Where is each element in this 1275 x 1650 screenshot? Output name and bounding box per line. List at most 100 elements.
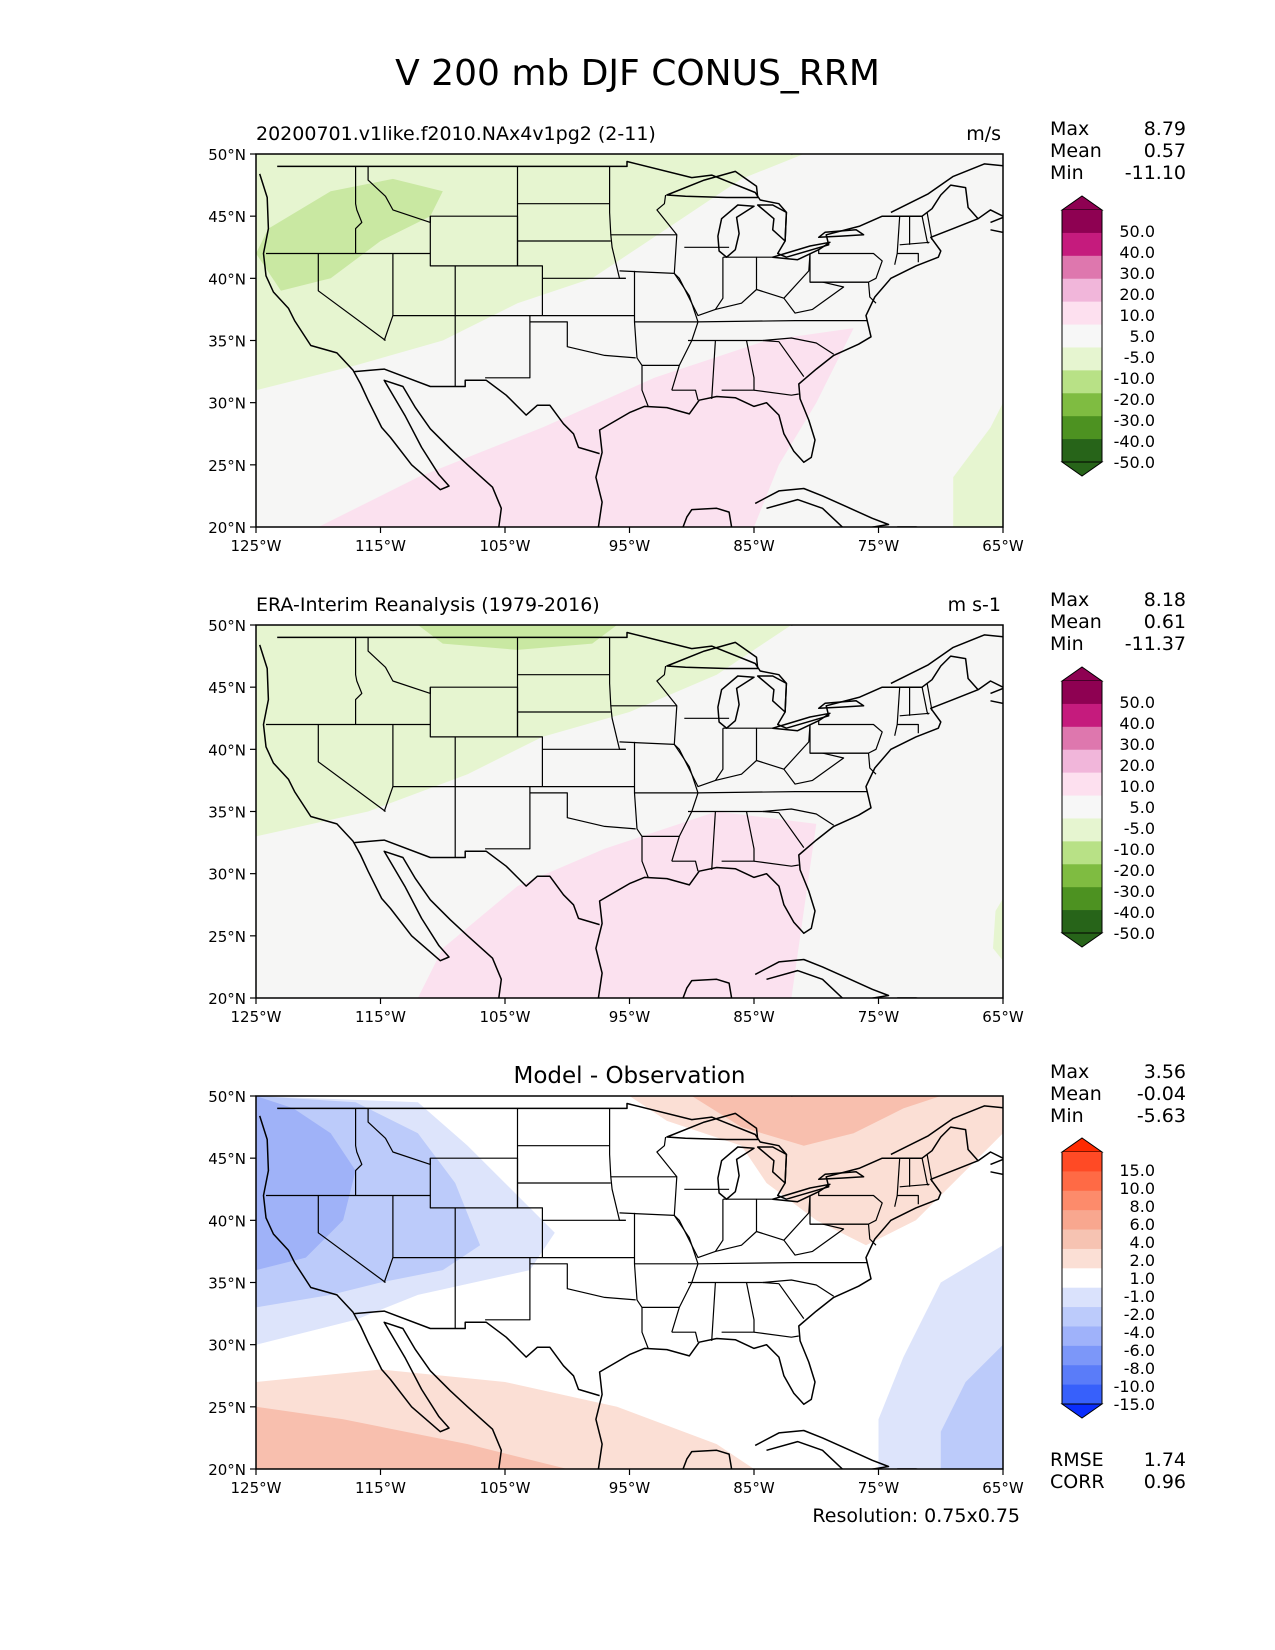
state-border: [485, 315, 531, 379]
colorbar-tick-label: 8.0: [1130, 1197, 1155, 1216]
lat-tick-label: 50°N: [208, 1088, 246, 1106]
lon-tick-label: 75°W: [858, 1479, 900, 1497]
max-value: 3.56: [1143, 1061, 1186, 1083]
colorbar-outline: [1061, 210, 1103, 462]
coastline: [258, 173, 503, 527]
country-border: [277, 160, 979, 258]
coastline: [897, 1468, 922, 1469]
lat-tick-label: 50°N: [208, 146, 246, 164]
colorbar-swatch: [1062, 726, 1102, 751]
state-border: [671, 860, 699, 872]
great-lake: [756, 675, 788, 713]
lon-tick-label: 95°W: [609, 537, 651, 555]
coastline: [595, 1151, 1003, 1469]
panel-3-error-stats: RMSE 1.74 CORR 0.96: [1050, 1449, 1186, 1493]
state-border: [529, 321, 636, 359]
colorbar-outline: [1061, 1152, 1103, 1404]
lon-tick-label: 115°W: [355, 1008, 406, 1026]
state-border: [317, 724, 386, 812]
colorbar-swatch: [1062, 232, 1102, 257]
colorbar-swatch: [1062, 887, 1102, 911]
state-border: [516, 166, 543, 316]
colorbar-tick-label: 40.0: [1119, 714, 1155, 733]
colorbar-swatch: [1062, 255, 1102, 280]
state-border: [721, 340, 755, 391]
colorbar-tick-label: -1.0: [1124, 1287, 1155, 1306]
max-label: Max: [1050, 1061, 1090, 1083]
map-content: [256, 625, 1003, 998]
min-value: -5.63: [1136, 1105, 1186, 1127]
colorbar-tick-label: -10.0: [1114, 1377, 1155, 1396]
colorbar-3: 15.010.08.06.04.02.01.0-1.0-2.0-4.0-6.0-…: [1060, 1137, 1155, 1419]
contour-fill: [993, 898, 1003, 961]
lat-tick-label: 20°N: [208, 519, 246, 537]
lon-tick-label: 115°W: [355, 1479, 406, 1497]
country-border: [277, 631, 979, 729]
state-border: [762, 337, 835, 355]
min-label: Min: [1050, 162, 1084, 184]
contour-fill: [256, 1406, 568, 1469]
state-border: [822, 281, 877, 304]
lat-tick-label: 35°N: [208, 804, 246, 822]
state-border: [753, 1331, 799, 1338]
state-border: [762, 339, 805, 377]
lat-tick-label: 20°N: [208, 1461, 246, 1479]
colorbar-1: 50.0 40.0 30.0 20.0 10.0 5.0 -5.0 -10.0 -20.0 -30…: [1060, 195, 1155, 477]
coastline: [632, 507, 733, 527]
mean-value: -0.04: [1136, 1083, 1186, 1105]
colorbar-tick-label: -6.0: [1124, 1341, 1155, 1360]
colorbar-tick-label: 50.0: [1119, 693, 1155, 712]
great-lake: [666, 170, 759, 199]
colorbar-tick-label: -20.0: [1114, 861, 1155, 880]
colorbar-tick-label: -40.0: [1114, 903, 1155, 922]
colorbar-tick-label: 20.0: [1119, 285, 1155, 304]
panel-3-stats: Max 3.56 Mean -0.04 Min -5.63: [1050, 1061, 1186, 1127]
min-value: -11.37: [1124, 633, 1186, 655]
state-border: [485, 1257, 531, 1321]
lat-tick-label: 20°N: [208, 990, 246, 1008]
colorbar-over-extension: [1060, 1137, 1104, 1153]
lat-tick-label: 30°N: [208, 866, 246, 884]
great-lake: [756, 204, 788, 242]
coastline: [791, 154, 796, 155]
great-lake: [666, 1112, 759, 1141]
colorbar-swatch: [1062, 416, 1102, 440]
state-border: [355, 1108, 363, 1196]
panel-2-label-left: ERA-Interim Reanalysis (1979-2016): [256, 594, 600, 616]
state-border: [899, 1183, 930, 1188]
colorbar-tick-label: 6.0: [1130, 1215, 1155, 1234]
colorbar-swatch: [1062, 795, 1102, 819]
coastline: [754, 958, 890, 998]
lon-tick-label: 95°W: [609, 1008, 651, 1026]
mean-label: Mean: [1050, 611, 1102, 633]
colorbar-swatch: [1062, 278, 1102, 303]
colorbar-swatch: [1062, 681, 1102, 705]
colorbar-tick-label: -50.0: [1114, 453, 1155, 472]
lon-tick-label: 115°W: [355, 537, 406, 555]
colorbar-swatch: [1062, 841, 1102, 865]
lat-tick-label: 40°N: [208, 270, 246, 288]
state-border: [619, 1212, 675, 1216]
coastline: [258, 1115, 503, 1469]
colorbar-tick-label: -20.0: [1114, 390, 1155, 409]
great-lake: [717, 675, 755, 729]
lon-tick-label: 65°W: [982, 1008, 1024, 1026]
figure-title: V 200 mb DJF CONUS_RRM: [395, 53, 880, 94]
state-border: [711, 340, 716, 399]
mean-value: 0.57: [1143, 140, 1186, 162]
coastline: [890, 634, 1003, 685]
colorbar-swatch: [1062, 703, 1102, 728]
colorbar-swatch: [1062, 1268, 1102, 1289]
colorbar-swatch: [1062, 1152, 1102, 1172]
colorbar-swatch: [1062, 1345, 1102, 1366]
colorbar-swatch: [1062, 1229, 1102, 1250]
lat-tick-label: 25°N: [208, 928, 246, 946]
panel-2-label-right: m s-1: [947, 594, 1001, 616]
lat-tick-label: 30°N: [208, 1337, 246, 1355]
state-border: [697, 320, 868, 323]
lat-tick-label: 40°N: [208, 741, 246, 759]
state-border: [753, 389, 799, 396]
state-border: [711, 1282, 716, 1341]
colorbar-2: 50.0 40.0 30.0 20.0 10.0 5.0 -5.0 -10.0 -20.0 -30…: [1060, 666, 1155, 948]
colorbar-swatch: [1062, 210, 1102, 234]
